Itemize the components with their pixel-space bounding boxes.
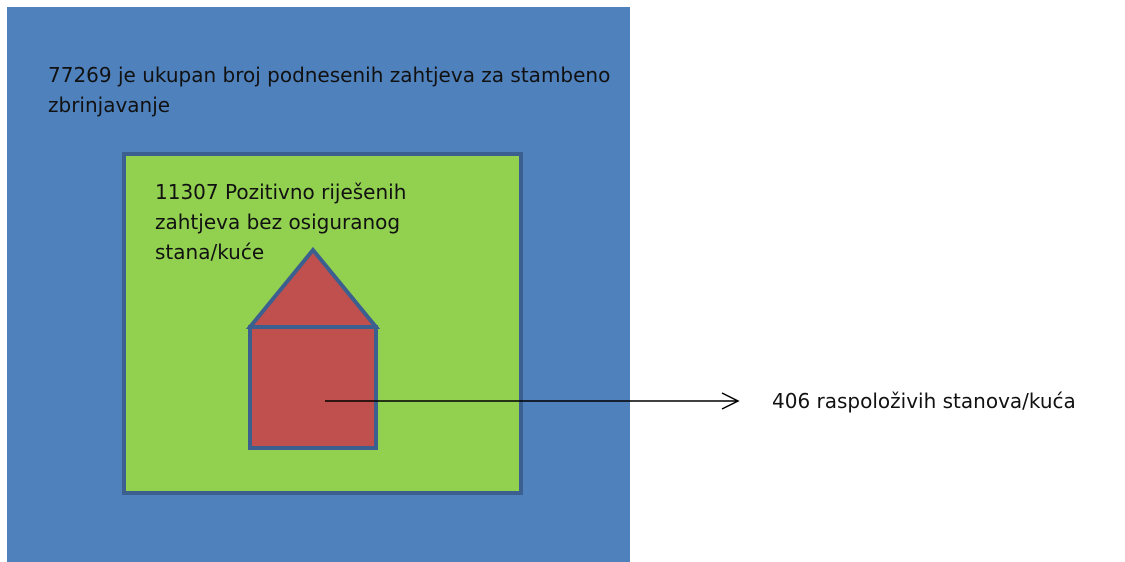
inner-label: 11307 Pozitivno riješenih zahtjeva bez o… xyxy=(155,180,407,264)
arrow-head xyxy=(721,392,740,410)
outer-label: 77269 je ukupan broj podnesenih zahtjeva… xyxy=(48,63,611,117)
house-body xyxy=(248,325,378,450)
house-label: 406 raspoloživih stanova/kuća xyxy=(772,389,1076,413)
